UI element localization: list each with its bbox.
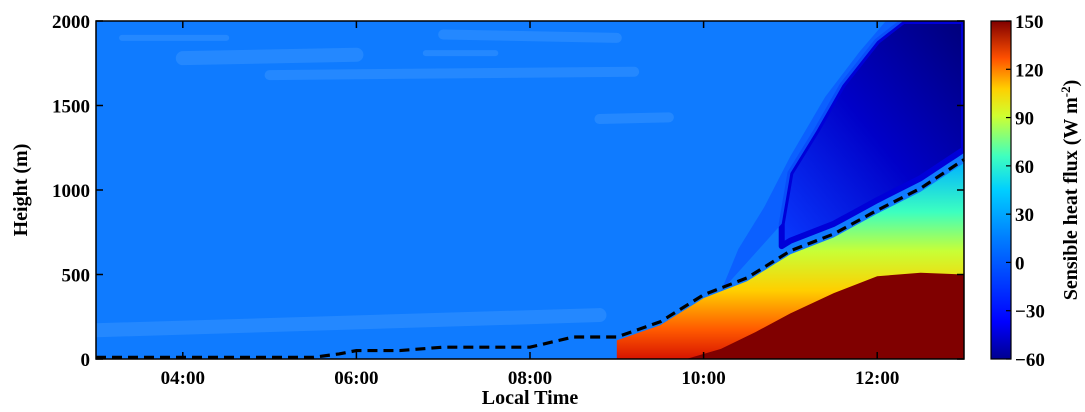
flux-streak — [175, 47, 364, 66]
colorbar: −60 −30 0 30 60 90 120 150 Sensible heat flux (… — [990, 12, 1083, 371]
x-tick-label: 06:00 — [334, 368, 378, 389]
flux-streak — [264, 66, 640, 81]
max-flux-core — [686, 272, 964, 359]
flux-streak — [594, 112, 674, 125]
y-tick-label: 1000 — [52, 181, 90, 202]
x-tick-label: 08:00 — [508, 368, 552, 389]
colorbar-tick-label: −30 — [1015, 302, 1045, 323]
negative-flux-region — [778, 21, 964, 250]
x-tick-label: 04:00 — [161, 368, 205, 389]
y-tick-label: 1500 — [52, 97, 90, 118]
y-tick-label: 0 — [81, 350, 91, 371]
x-axis-title: Local Time — [482, 387, 579, 409]
colorbar-tick-label: −60 — [1015, 350, 1045, 371]
colorbar-ticks: −60 −30 0 30 60 90 120 150 — [1006, 12, 1045, 371]
flux-contour-layers — [96, 21, 964, 359]
colorbar-gradient — [990, 20, 1012, 360]
flux-streak — [438, 29, 622, 43]
colorbar-tick-label: 150 — [1015, 12, 1044, 33]
colorbar-title: Sensible heat flux (W m-2) — [1058, 80, 1083, 301]
colorbar-title-exponent: -2 — [1058, 86, 1073, 97]
colorbar-tick-label: 0 — [1015, 253, 1025, 274]
y-tick-label: 2000 — [52, 12, 90, 33]
colorbar-title-main: Sensible heat flux (W m — [1060, 97, 1082, 300]
y-axis: 0 500 1000 1500 2000 — [52, 12, 964, 371]
colorbar-tick-label: 30 — [1015, 205, 1034, 226]
x-axis: 04:00 06:00 08:00 10:00 12:00 — [161, 21, 899, 389]
x-tick-label: 12:00 — [855, 368, 899, 389]
plot-area — [95, 20, 965, 360]
y-axis-title: Height (m) — [10, 144, 32, 237]
colorbar-tick-label: 90 — [1015, 109, 1034, 130]
boundary-layer-height-line — [96, 158, 965, 359]
negative-flux-halo — [720, 21, 964, 292]
x-tick-label: 10:00 — [681, 368, 725, 389]
y-tick-label: 500 — [62, 266, 91, 287]
colorbar-title-close: ) — [1060, 80, 1082, 87]
colorbar-tick-label: 60 — [1015, 157, 1034, 178]
flux-streak — [96, 308, 607, 338]
colorbar-tick-label: 120 — [1015, 60, 1044, 81]
